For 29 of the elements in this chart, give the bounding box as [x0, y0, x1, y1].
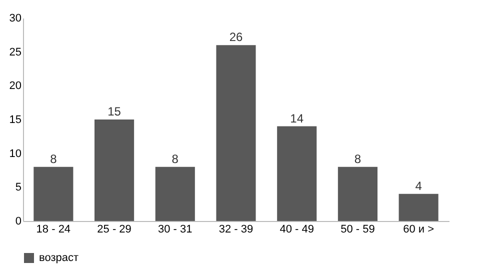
x-tick-label: 18 - 24 [36, 224, 71, 236]
x-tick-label: 60 и > [403, 224, 434, 236]
bar [155, 166, 195, 221]
data-label: 8 [172, 152, 179, 166]
x-tick-label: 40 - 49 [280, 224, 314, 236]
data-label: 14 [290, 111, 304, 126]
data-label: 26 [229, 30, 243, 44]
legend-label: возраст [39, 252, 79, 264]
data-label: 4 [415, 178, 422, 193]
x-tick-label: 30 - 31 [158, 224, 192, 236]
y-tick-label: 30 [9, 12, 22, 24]
bar [94, 120, 134, 221]
x-tick-label: 32 - 39 [218, 224, 254, 236]
data-label: 15 [108, 104, 122, 118]
bar [216, 45, 256, 221]
bar [338, 166, 378, 221]
data-label: 8 [354, 152, 362, 166]
data-label: 8 [50, 152, 58, 166]
y-tick-label: 15 [9, 114, 22, 126]
bar [277, 126, 317, 221]
bar [34, 166, 74, 221]
y-tick-label: 0 [15, 216, 22, 228]
y-tick-label: 5 [15, 182, 22, 194]
x-tick-label: 25 - 29 [97, 224, 132, 236]
y-tick-label: 10 [9, 148, 22, 160]
y-tick-label: 25 [9, 46, 22, 58]
bar [398, 194, 438, 221]
y-tick-label: 20 [9, 80, 22, 92]
x-tick-label: 50 - 59 [340, 224, 375, 236]
